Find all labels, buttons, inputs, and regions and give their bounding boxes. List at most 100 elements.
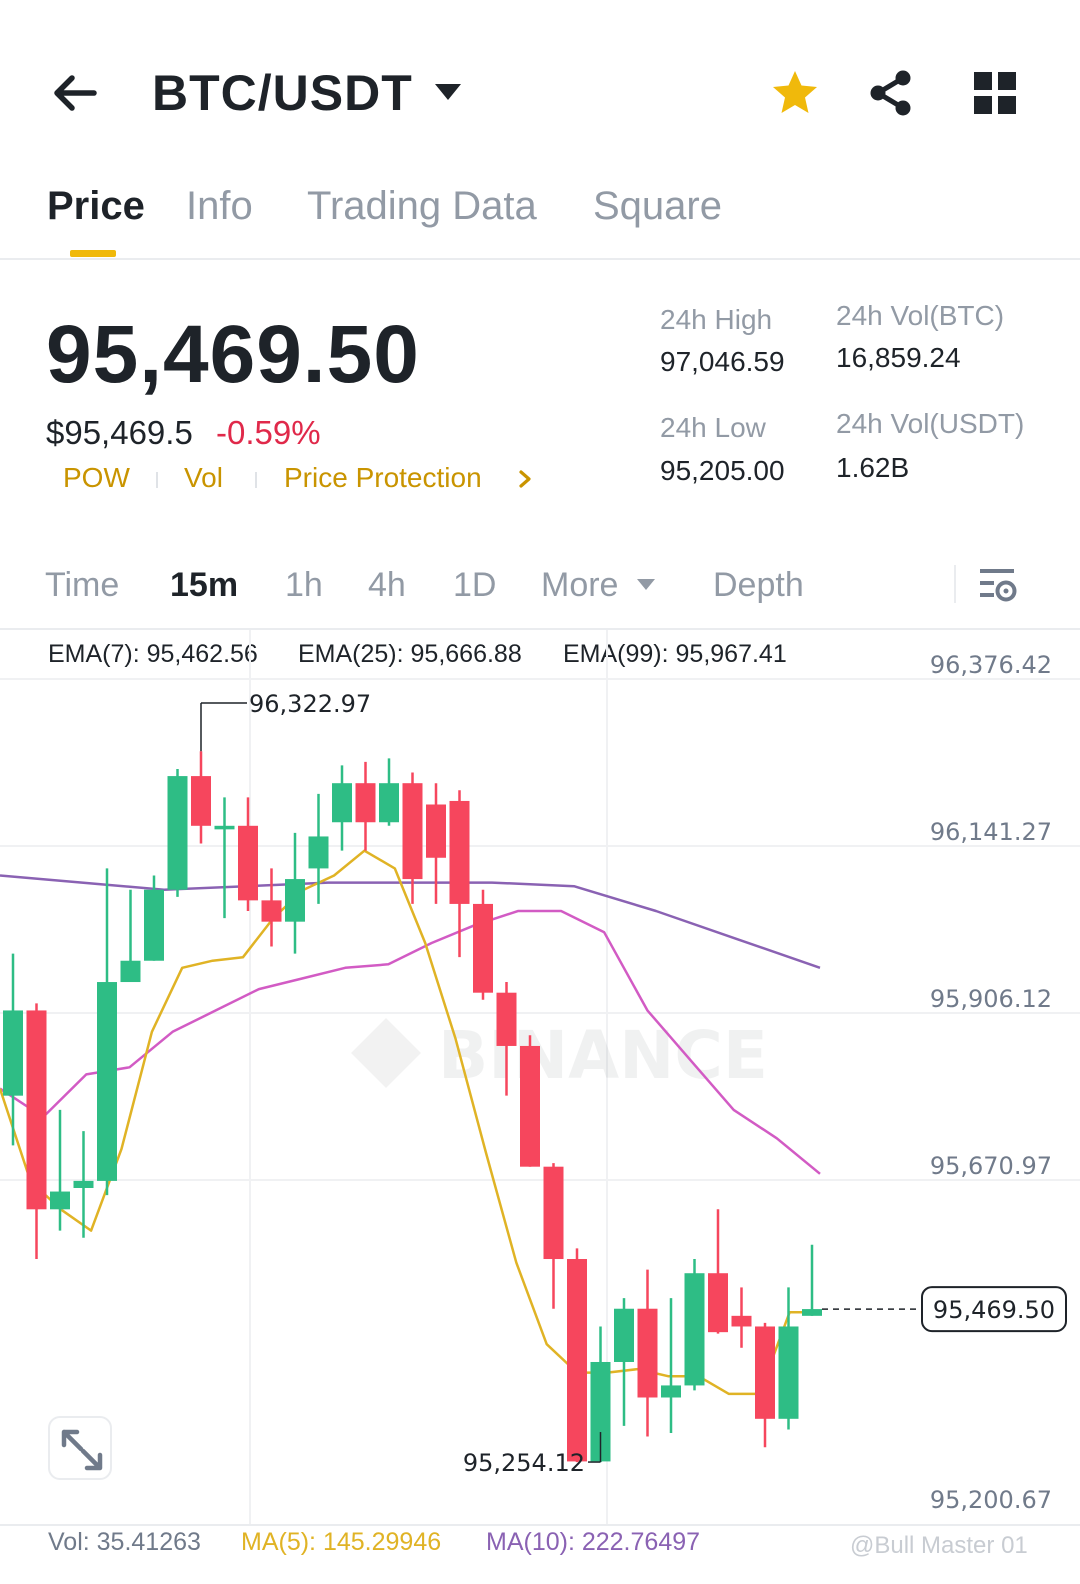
candle-body-down <box>520 1045 540 1167</box>
interval-15m[interactable]: 15m <box>170 566 239 604</box>
depth-tab[interactable]: Depth <box>713 566 804 604</box>
candle <box>120 889 141 983</box>
tag-pow[interactable]: POW <box>63 462 130 493</box>
candle-body-down <box>708 1273 728 1333</box>
ema7-line <box>0 849 820 1396</box>
user-watermark: @Bull Master 01 <box>850 1532 1028 1559</box>
tab-price[interactable]: Price <box>47 184 145 228</box>
stat-vol-btc-value: 16,859.24 <box>836 342 961 373</box>
candle <box>238 797 258 912</box>
candle <box>543 1163 564 1309</box>
ema99-legend: EMA(99): 95,967.41 <box>563 640 787 668</box>
current-price-tag <box>921 1286 1067 1333</box>
binance-watermark: BINANCE <box>351 1017 768 1094</box>
price-axis-label: 95,670.97 <box>930 1152 1052 1180</box>
candle-body-up <box>614 1308 634 1362</box>
stat-high-label: 24h High <box>660 304 773 335</box>
chart-annotations: 96,322.97 95,254.12 95,469.50 <box>200 690 1067 1477</box>
ema-lines <box>0 849 821 1396</box>
candle <box>473 889 493 1000</box>
candle <box>379 758 399 826</box>
grid-icon[interactable] <box>972 70 1018 116</box>
ema99-line <box>0 874 821 969</box>
candlestick-chart[interactable]: BINANCE 96,322.97 95,254.12 95,469.50 96,3… <box>0 630 1080 1530</box>
candle-body-up <box>50 1191 70 1210</box>
chart-toolbar: Time 15m 1h 4h 1D More Depth <box>0 550 1080 630</box>
candle-body-up <box>308 836 329 869</box>
fullscreen-button[interactable] <box>48 1416 112 1480</box>
tag-price-protection[interactable]: Price Protection <box>284 462 482 493</box>
active-tab-indicator <box>70 250 116 257</box>
caret-down-icon[interactable] <box>635 576 657 592</box>
toolbar-divider <box>954 565 956 603</box>
candle-body-up <box>778 1326 799 1419</box>
price-axis-label: 95,200.67 <box>930 1486 1052 1514</box>
stat-vol-btc-label: 24h Vol(BTC) <box>836 300 1005 331</box>
tag-vol[interactable]: Vol <box>184 462 223 493</box>
candle <box>214 797 235 919</box>
candle-body-down <box>543 1166 564 1260</box>
chevron-right-icon[interactable] <box>516 468 534 490</box>
share-icon[interactable] <box>866 68 916 118</box>
trading-pair-title[interactable]: BTC/USDT <box>152 65 413 121</box>
candle-body-down <box>426 804 446 858</box>
candle <box>191 751 211 844</box>
star-icon[interactable] <box>770 68 820 118</box>
interval-time[interactable]: Time <box>45 566 120 604</box>
candle-body-down <box>567 1259 587 1462</box>
binance-watermark-text: BINANCE <box>438 1017 768 1094</box>
stat-vol-usdt-label: 24h Vol(USDT) <box>836 408 1025 439</box>
candle-body-up <box>3 1010 23 1096</box>
candle-body-down <box>191 776 211 826</box>
expand-icon <box>61 1429 103 1471</box>
caret-down-icon[interactable] <box>432 80 464 104</box>
current-price-label: 95,469.50 <box>933 1296 1055 1324</box>
tag-divider <box>255 472 257 488</box>
ema25-legend: EMA(25): 95,666.88 <box>298 640 522 668</box>
tab-trading-data[interactable]: Trading Data <box>307 184 537 228</box>
candle <box>778 1287 799 1430</box>
back-arrow-icon[interactable] <box>50 68 100 118</box>
high-price-label: 96,322.97 <box>249 690 371 718</box>
candle <box>3 953 23 1146</box>
candle <box>520 1035 540 1167</box>
app-header: BTC/USDT <box>0 0 1080 160</box>
candle <box>449 790 470 958</box>
interval-1h[interactable]: 1h <box>285 566 323 604</box>
tab-info[interactable]: Info <box>186 184 253 228</box>
candle <box>614 1298 634 1426</box>
candle <box>167 768 188 897</box>
candle <box>26 1003 47 1260</box>
candle-body-up <box>167 776 188 890</box>
candle-body-up <box>120 960 141 983</box>
chart-settings-icon[interactable] <box>978 565 1020 605</box>
volume-ma10-legend: MA(10): 222.76497 <box>486 1528 701 1556</box>
interval-more[interactable]: More <box>541 566 619 604</box>
candle-body-up <box>214 825 235 830</box>
interval-1d[interactable]: 1D <box>453 566 497 604</box>
price-axis-label: 96,376.42 <box>930 651 1052 679</box>
candle-body-up <box>73 1180 94 1188</box>
price-axis-label: 96,141.27 <box>930 818 1052 846</box>
candle-body-down <box>637 1308 658 1398</box>
candle-body-up <box>802 1309 822 1316</box>
last-price: 95,469.50 <box>46 309 420 400</box>
candle <box>661 1298 681 1434</box>
candle-body-up <box>379 783 399 823</box>
candle <box>73 1131 94 1238</box>
stat-low-label: 24h Low <box>660 412 766 443</box>
candle <box>708 1209 728 1334</box>
price-change: -0.59% <box>216 414 321 451</box>
interval-4h[interactable]: 4h <box>368 566 406 604</box>
candle-body-up <box>285 879 305 922</box>
candle <box>755 1322 775 1448</box>
candle <box>308 793 329 904</box>
candle-body-down <box>355 783 376 823</box>
candle-body-down <box>731 1315 752 1327</box>
tab-square[interactable]: Square <box>593 184 722 228</box>
volume-legend: Vol: 35.41263 <box>48 1528 201 1556</box>
stat-low-value: 95,205.00 <box>660 455 785 486</box>
candle-body-up <box>590 1361 611 1462</box>
candle-body-down <box>755 1326 775 1419</box>
candle <box>285 832 305 954</box>
